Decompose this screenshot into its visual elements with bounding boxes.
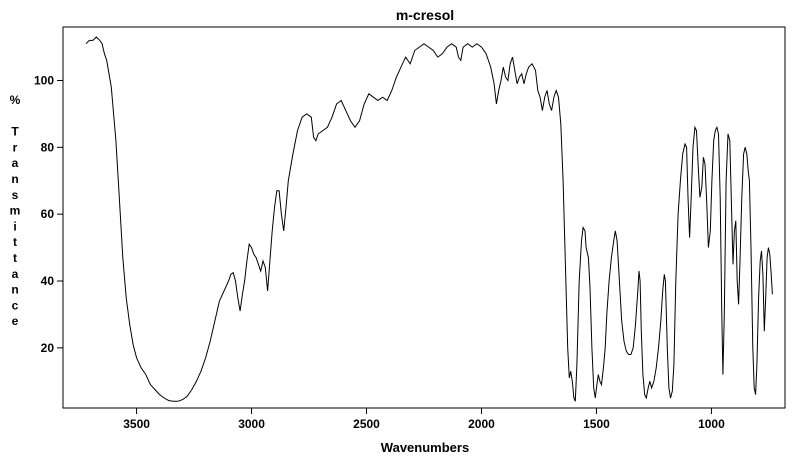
y-axis-label-char: a	[12, 267, 19, 281]
y-tick-label: 60	[41, 207, 55, 221]
y-tick-label: 80	[41, 140, 55, 154]
y-axis-label-char: t	[13, 235, 17, 249]
y-axis-label-char: t	[13, 251, 17, 265]
y-axis-label-char: m	[10, 204, 21, 218]
x-tick-label: 3000	[238, 417, 265, 431]
plot-frame	[62, 26, 786, 409]
y-axis-label-char: %	[10, 93, 21, 107]
y-axis-label-char: T	[11, 125, 19, 139]
x-tick-label: 1500	[583, 417, 610, 431]
y-axis-label-char: n	[11, 283, 18, 297]
y-tick-label: 40	[41, 274, 55, 288]
x-tick-label: 3500	[123, 417, 150, 431]
y-axis-label-char: e	[12, 314, 19, 328]
y-axis-label-char: a	[12, 156, 19, 170]
spectrum-line	[85, 36, 773, 402]
x-axis: 3500 3000 2500 2000 1500 1000	[123, 408, 725, 431]
x-axis-label: Wavenumbers	[381, 440, 469, 455]
x-tick-label: 2500	[353, 417, 380, 431]
chart-title: m-cresol	[396, 7, 454, 23]
x-tick-label: 2000	[468, 417, 495, 431]
y-axis: 20 40 60 80 100	[34, 73, 63, 355]
y-axis-label-char: c	[12, 298, 19, 312]
y-axis-label-char: i	[13, 219, 16, 233]
y-tick-label: 20	[41, 341, 55, 355]
series-layer	[85, 36, 773, 402]
x-tick-label: 1000	[698, 417, 725, 431]
y-axis-label-char: r	[13, 140, 18, 154]
y-tick-label: 100	[34, 73, 54, 87]
y-axis-label-char: s	[12, 188, 19, 202]
y-axis-label-char: n	[11, 172, 18, 186]
